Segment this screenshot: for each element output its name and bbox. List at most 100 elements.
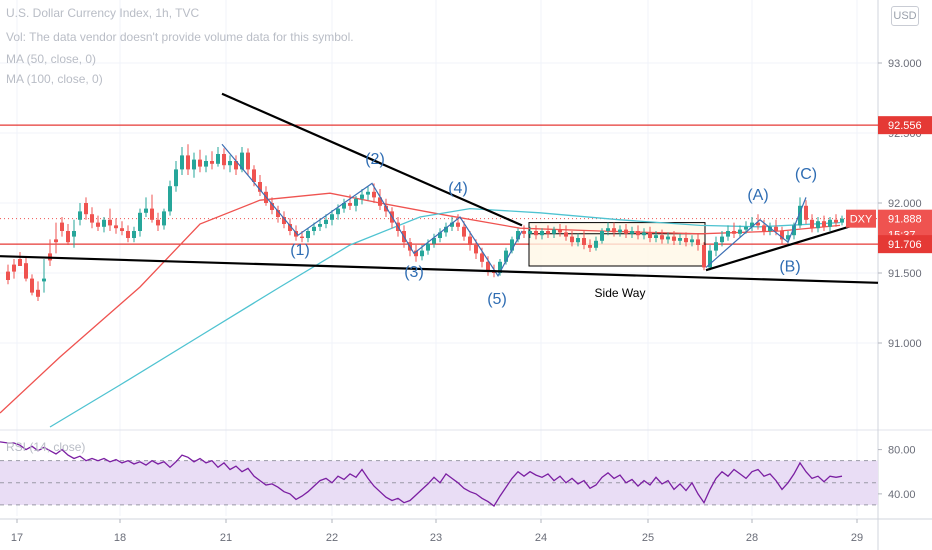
trendline — [705, 222, 859, 272]
rsi-line — [0, 441, 843, 507]
candle-body — [624, 229, 628, 234]
rsi-tick-label: 40.00 — [888, 489, 916, 501]
candle-body — [642, 232, 646, 236]
candle-body — [252, 169, 256, 182]
candle-body — [648, 232, 652, 238]
candle-body — [132, 231, 136, 238]
candle-body — [246, 152, 250, 170]
price-label-text: 91.706 — [888, 239, 922, 251]
candle-body — [270, 203, 274, 210]
wave-label: (1) — [290, 242, 310, 259]
price-tick-label: 92.000 — [888, 198, 922, 210]
candle-body — [660, 235, 664, 240]
candle-body — [468, 236, 472, 245]
ma100-line — [49, 207, 841, 428]
candle-body — [666, 236, 670, 240]
candle-body — [222, 154, 226, 166]
candle-body — [606, 228, 610, 231]
candle-body — [690, 239, 694, 243]
candle-body — [24, 263, 28, 279]
candle-body — [792, 225, 796, 236]
candle-body — [528, 231, 532, 234]
candle-body — [66, 231, 70, 243]
trendline — [221, 92, 523, 227]
candle-body — [534, 231, 538, 236]
candle-body — [90, 214, 94, 223]
ma50-legend[interactable]: MA (50, close, 0) — [6, 52, 97, 66]
time-tick-label: 18 — [114, 532, 126, 544]
time-tick-label: 22 — [326, 532, 338, 544]
candle-body — [318, 224, 322, 227]
wave-label: (B) — [779, 259, 800, 276]
candle-body — [144, 208, 148, 213]
candle-body — [612, 228, 616, 233]
candle-body — [654, 235, 658, 238]
candle-body — [300, 236, 304, 238]
candle-body — [228, 161, 232, 166]
candle-body — [738, 229, 742, 234]
candle-body — [762, 225, 766, 231]
time-tick-label: 21 — [220, 532, 232, 544]
candle-body — [510, 239, 514, 251]
symbol-label-text: DXY — [850, 214, 873, 226]
candle-body — [684, 238, 688, 243]
candle-body — [186, 155, 190, 170]
wave-label: (4) — [448, 180, 468, 197]
candle-body — [114, 225, 118, 229]
candle-body — [708, 250, 712, 268]
candle-body — [324, 219, 328, 224]
candle-body — [438, 232, 442, 238]
time-tick-label: 17 — [11, 532, 23, 544]
candle-body — [36, 289, 40, 297]
candle-body — [138, 212, 142, 231]
candle-body — [174, 169, 178, 187]
trendline — [0, 255, 879, 284]
candle-body — [54, 239, 58, 243]
candle-body — [96, 222, 100, 227]
candle-body — [774, 226, 778, 231]
candle-body — [204, 161, 208, 167]
currency-button[interactable]: USD — [891, 6, 919, 26]
candle-body — [234, 161, 238, 170]
candle-body — [372, 191, 376, 198]
candle-body — [516, 231, 520, 240]
candle-body — [294, 231, 298, 237]
candle-body — [810, 219, 814, 229]
candle-body — [564, 232, 568, 237]
candle-body — [42, 278, 46, 282]
candle-body — [378, 197, 382, 206]
candle-body — [552, 229, 556, 234]
candle-body — [60, 222, 64, 231]
candle-body — [570, 236, 574, 243]
wave-label: (A) — [747, 187, 768, 204]
candle-body — [600, 231, 604, 241]
candle-body — [414, 250, 418, 257]
ma100-legend[interactable]: MA (100, close, 0) — [6, 72, 103, 86]
rsi-legend[interactable]: RSI (14, close) — [6, 440, 86, 454]
candle-body — [714, 242, 718, 251]
candle-body — [360, 194, 364, 199]
sideway-label: Side Way — [595, 286, 646, 300]
candle-body — [816, 221, 820, 229]
time-tick-label: 28 — [746, 532, 758, 544]
candle-body — [480, 253, 484, 262]
volume-note: Vol: The data vendor doesn't provide vol… — [6, 30, 354, 44]
candle-body — [348, 203, 352, 206]
candle-body — [276, 210, 280, 217]
candle-body — [456, 222, 460, 227]
price-label-box — [878, 235, 932, 254]
candle-body — [426, 243, 430, 251]
candle-body — [720, 236, 724, 243]
candle-body — [678, 238, 682, 241]
candle-body — [366, 191, 370, 195]
candle-body — [450, 222, 454, 227]
last-price-text: 91.888 — [888, 214, 922, 226]
candle-body — [474, 245, 478, 254]
candle-body — [822, 221, 826, 227]
candle-body — [240, 152, 244, 170]
price-label-box — [878, 116, 932, 135]
wave-label: (C) — [795, 166, 817, 183]
candles — [6, 144, 844, 301]
time-tick-label: 25 — [642, 532, 654, 544]
